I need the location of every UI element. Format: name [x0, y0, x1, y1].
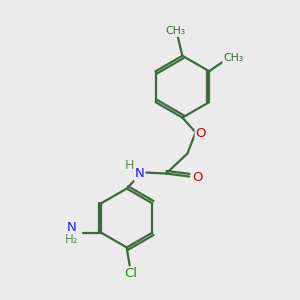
Text: O: O [192, 171, 203, 184]
Text: H: H [125, 159, 134, 172]
Text: CH₃: CH₃ [223, 53, 243, 63]
Text: CH₃: CH₃ [166, 26, 186, 36]
Text: H₂: H₂ [65, 233, 79, 246]
Text: N: N [67, 221, 77, 234]
Text: O: O [196, 127, 206, 140]
Text: Cl: Cl [125, 268, 138, 281]
Text: N: N [135, 167, 145, 180]
